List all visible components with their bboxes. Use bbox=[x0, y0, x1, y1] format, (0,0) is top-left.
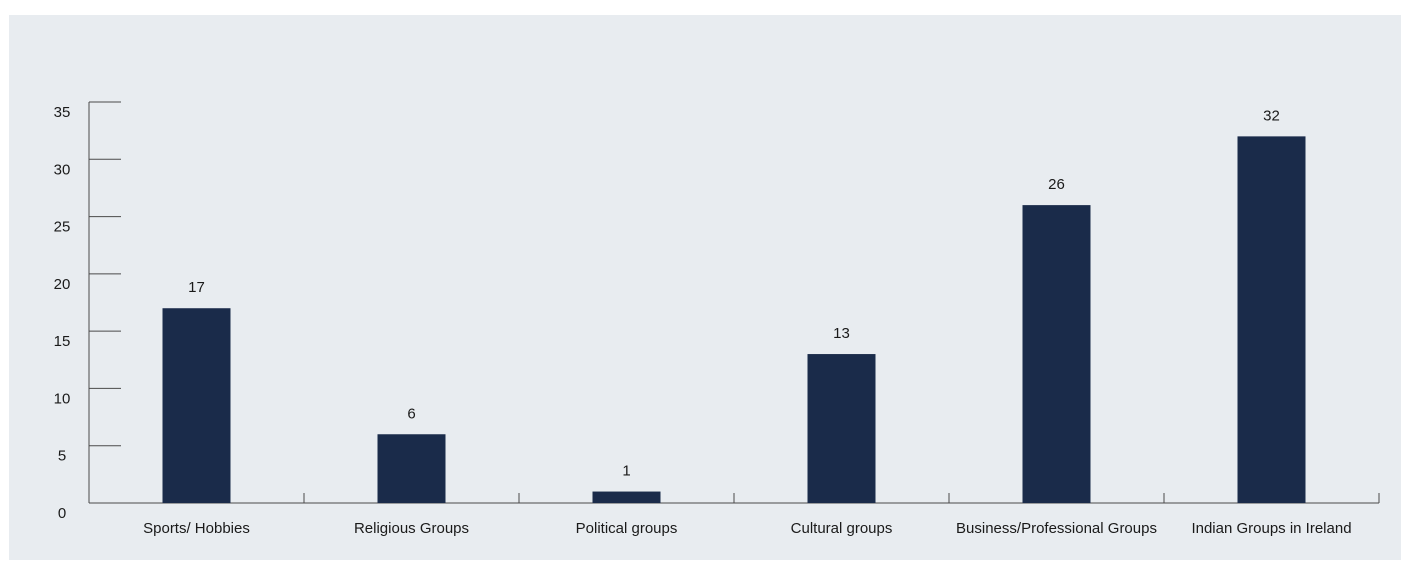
bar bbox=[377, 434, 446, 503]
bar bbox=[162, 308, 231, 503]
bar bbox=[592, 491, 661, 503]
data-label: 26 bbox=[1048, 176, 1065, 193]
bar bbox=[1022, 205, 1091, 503]
y-tick-label: 15 bbox=[54, 333, 71, 350]
x-category-label: Political groups bbox=[576, 520, 678, 537]
y-tick-label: 30 bbox=[54, 161, 71, 178]
chart-panel bbox=[9, 15, 1401, 560]
data-label: 32 bbox=[1263, 107, 1280, 124]
x-category-label: Sports/ Hobbies bbox=[143, 520, 250, 537]
x-axis: Sports/ Hobbies Religious Groups Political… bbox=[89, 493, 1380, 537]
y-axis: 0 5 10 15 20 25 30 35 bbox=[54, 101, 121, 522]
x-category-label: Religious Groups bbox=[354, 520, 469, 537]
y-tick-label: 5 bbox=[58, 448, 66, 465]
data-label: 13 bbox=[833, 325, 850, 342]
x-category-label: Cultural groups bbox=[791, 520, 893, 537]
y-tick-label: 20 bbox=[54, 276, 71, 293]
y-tick-label: 25 bbox=[54, 219, 71, 236]
bars bbox=[162, 136, 1306, 503]
data-label: 1 bbox=[622, 463, 630, 480]
bar bbox=[1237, 136, 1306, 503]
y-tick-label: 0 bbox=[58, 505, 66, 522]
x-category-label: Indian Groups in Ireland bbox=[1191, 520, 1351, 537]
bar bbox=[807, 354, 876, 503]
data-labels: 17 6 1 13 26 32 bbox=[188, 107, 1280, 479]
data-label: 17 bbox=[188, 279, 205, 296]
x-category-label: Business/Professional Groups bbox=[956, 520, 1157, 537]
y-tick-label: 10 bbox=[54, 390, 71, 407]
y-tick-label: 35 bbox=[54, 104, 71, 121]
data-label: 6 bbox=[407, 405, 415, 422]
